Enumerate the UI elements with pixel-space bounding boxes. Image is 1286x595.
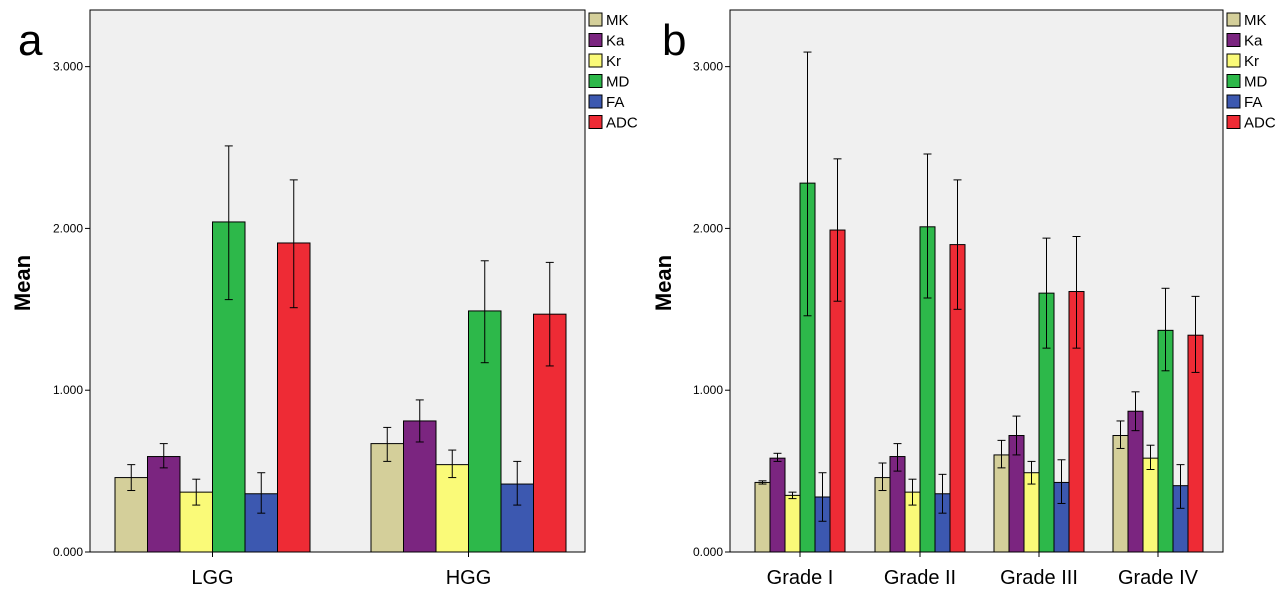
panel-a-panel-letter: a — [18, 16, 43, 65]
panel-a-bar-mk — [370, 443, 404, 553]
panel-b-bar-kr — [784, 494, 801, 553]
panel-b-y-tick-label: 3.000 — [693, 60, 723, 74]
panel-b-legend-label-ka: Ka — [1244, 33, 1263, 50]
panel-a-legend-swatch-mk — [588, 12, 603, 27]
panel-b-legend-swatch-kr — [1226, 53, 1241, 68]
panel-b-legend-label-mk: MK — [1244, 12, 1267, 29]
panel-b-y-axis-title: Mean — [651, 255, 676, 311]
panel-a-y-tick-label: 2.000 — [53, 221, 83, 235]
panel-b-y-tick-label: 2.000 — [693, 221, 723, 235]
panel-b-legend-label-fa: FA — [1244, 94, 1262, 111]
panel-b-legend-label-md: MD — [1244, 74, 1267, 91]
panel-b-legend-swatch-ka — [1226, 33, 1241, 47]
panel-b-legend-swatch-md — [1226, 74, 1241, 88]
panel-b-legend-label-kr: Kr — [1244, 53, 1259, 70]
panel-a-legend-label-kr: Kr — [606, 53, 621, 70]
panel-a-bar-kr — [435, 464, 469, 553]
panel-a-legend-swatch-ka — [588, 33, 603, 47]
panel-a-legend-swatch-md — [588, 74, 603, 88]
panel-b-legend-swatch-fa — [1226, 94, 1241, 109]
panel-a-x-category-label: HGG — [446, 567, 492, 589]
panel-a-legend-label-fa: FA — [606, 94, 624, 111]
panel-a-y-tick-label: 1.000 — [53, 383, 83, 397]
panel-a-x-category-label: LGG — [191, 567, 233, 589]
panel-a-y-axis-title: Mean — [10, 255, 35, 311]
panel-b-bar-mk — [1112, 435, 1129, 553]
panel-a-legend-swatch-kr — [588, 53, 603, 68]
panel-b-x-category-label: Grade IV — [1118, 567, 1199, 589]
panel-b-bar-ka — [1127, 410, 1144, 553]
panel-a-bar-kr — [179, 491, 213, 553]
panel-b-bar-kr — [1142, 457, 1159, 553]
panel-b-x-category-label: Grade II — [884, 567, 956, 589]
panel-b-y-tick-label: 0.000 — [693, 545, 723, 559]
panel-b-legend-swatch-mk — [1226, 12, 1241, 27]
panel-b-x-category-label: Grade III — [1000, 567, 1078, 589]
panel-a-legend-label-adc: ADC — [606, 115, 638, 132]
panel-a-legend-label-ka: Ka — [606, 33, 625, 50]
panel-a-legend-swatch-adc — [588, 115, 603, 129]
panel-a-legend-label-md: MD — [606, 74, 629, 91]
panel-b-bar-mk — [993, 454, 1010, 553]
panel-a-bar-ka — [147, 456, 181, 553]
panel-b-legend-label-adc: ADC — [1244, 115, 1276, 132]
panel-b-panel-letter: b — [662, 16, 686, 65]
panel-b-bar-mk — [754, 481, 771, 553]
panel-a-legend-label-mk: MK — [606, 12, 629, 29]
panel-b-y-tick-label: 1.000 — [693, 383, 723, 397]
panel-b-legend-swatch-adc — [1226, 115, 1241, 129]
panel-b-x-category-label: Grade I — [767, 567, 834, 589]
panel-b-bar-ka — [769, 457, 786, 553]
panel-b-bar-kr — [1023, 472, 1040, 553]
panel-a-y-tick-label: 3.000 — [53, 60, 83, 74]
panel-a-legend-swatch-fa — [588, 94, 603, 109]
panel-a-y-tick-label: 0.000 — [53, 545, 83, 559]
